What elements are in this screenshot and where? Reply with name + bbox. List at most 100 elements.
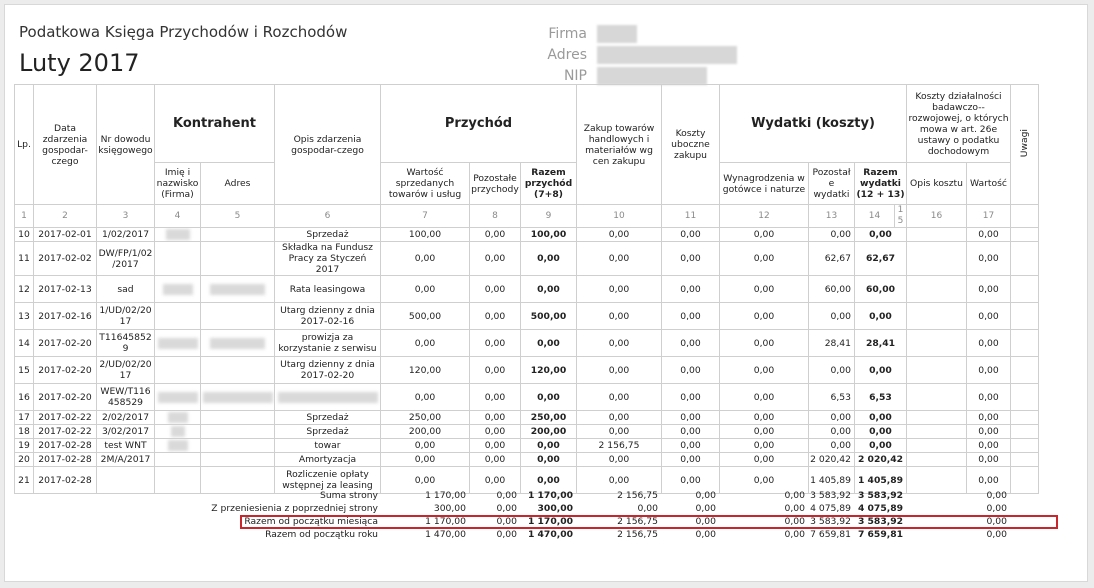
summary-rd-desc: [906, 489, 966, 502]
col-total-revenue: Razem przychód (7+8): [520, 162, 577, 205]
col-doc: Nr dowodu księgowego: [96, 84, 155, 205]
rd-desc-cell: [906, 329, 967, 357]
redacted-text: [210, 283, 265, 295]
salaries-cell: 0,00: [719, 466, 809, 494]
redacted-text: [167, 440, 188, 451]
redacted-text: [210, 337, 265, 349]
total-expenses-cell: 0,00: [854, 424, 907, 439]
rd-value-cell: 0,00: [966, 383, 1011, 411]
total-expenses-cell: 0,00: [854, 410, 907, 425]
notes-cell: [1010, 410, 1039, 425]
notes-cell: [1010, 438, 1039, 453]
summary-purchase: 2 156,75: [617, 515, 658, 527]
column-number: 1: [14, 204, 34, 228]
contractor-address-cell: [200, 227, 275, 242]
other-expenses-cell: 0,00: [808, 410, 855, 425]
column-number: 17: [966, 204, 1011, 228]
other-revenue-cell: 0,00: [469, 410, 521, 425]
total-revenue-cell: 0,00: [520, 383, 577, 411]
notes-cell: [1010, 383, 1039, 411]
column-number: 14: [854, 204, 895, 228]
total-expenses-cell: 28,41: [854, 329, 907, 357]
rd-value-cell: 0,00: [966, 241, 1011, 276]
total-revenue-cell: 120,00: [520, 356, 577, 384]
purchase-cell: 0,00: [576, 466, 662, 494]
contractor-name-cell: [154, 452, 201, 467]
date-cell: 2017-02-01: [33, 227, 97, 242]
summary-salaries: 0,00: [784, 528, 805, 540]
doc-number-cell: 1/UD/02/2017: [96, 302, 155, 330]
lp-cell: 10: [14, 227, 34, 242]
lp-cell: 17: [14, 410, 34, 425]
purchase-cell: 0,00: [576, 356, 662, 384]
contractor-name-cell: [154, 302, 201, 330]
purchase-cell: 0,00: [576, 241, 662, 276]
other-expenses-cell: 6,53: [808, 383, 855, 411]
total-revenue-cell: 0,00: [520, 329, 577, 357]
month-heading: Luty 2017: [19, 49, 140, 77]
other-expenses-cell: 0,00: [808, 356, 855, 384]
column-number: 15: [894, 204, 907, 228]
salaries-cell: 0,00: [719, 356, 809, 384]
side-costs-cell: 0,00: [661, 227, 720, 242]
salaries-cell: 0,00: [719, 410, 809, 425]
description-cell: Sprzedaż: [274, 424, 381, 439]
column-numbers-row: 1 2 3 4 5 6 7 8 9 10 11 12 13 14 15 16 17: [14, 204, 1039, 228]
col-rd-value: Wartość: [966, 162, 1011, 205]
purchase-cell: 0,00: [576, 452, 662, 467]
summary-label: Razem od początku roku: [265, 528, 378, 540]
date-cell: 2017-02-22: [33, 410, 97, 425]
redacted-text: [277, 391, 378, 403]
total-revenue-cell: 0,00: [520, 452, 577, 467]
summary-salaries: 0,00: [784, 515, 805, 527]
description-cell: Rozliczenie opłaty wstępnej za leasing: [274, 466, 381, 494]
sales-cell: 0,00: [380, 329, 470, 357]
summary-side-costs: 0,00: [695, 502, 716, 514]
total-expenses-cell: 2 020,42: [854, 452, 907, 467]
side-costs-cell: 0,00: [661, 452, 720, 467]
notes-cell: [1010, 241, 1039, 276]
salaries-cell: 0,00: [719, 275, 809, 303]
contractor-name-cell: [154, 410, 201, 425]
table-row: 21 2017-02-28 Rozliczenie opłaty wstępnej …: [14, 466, 1039, 494]
sales-cell: 0,00: [380, 383, 470, 411]
doc-number-cell: 2/UD/02/2017: [96, 356, 155, 384]
summary-other-expenses: 4 075,89: [810, 502, 851, 514]
salaries-cell: 0,00: [719, 424, 809, 439]
sales-cell: 0,00: [380, 438, 470, 453]
document-title: Podatkowa Księga Przychodów i Rozchodów: [19, 23, 348, 41]
summary-total-expenses: 4 075,89: [857, 502, 903, 514]
summary-total-revenue: 1 470,00: [527, 528, 573, 540]
contractor-address-cell: [200, 424, 275, 439]
contractor-address-cell: [200, 410, 275, 425]
sales-cell: 120,00: [380, 356, 470, 384]
summary-salaries: 0,00: [784, 502, 805, 514]
lp-cell: 11: [14, 241, 34, 276]
contractor-address-cell: [200, 241, 275, 276]
summary-side-costs: 0,00: [695, 528, 716, 540]
col-rd-desc: Opis kosztu: [906, 162, 967, 205]
col-notes-label: Uwagi: [1019, 128, 1030, 158]
lp-cell: 19: [14, 438, 34, 453]
lp-cell: 15: [14, 356, 34, 384]
summary-other-revenue: 0,00: [496, 489, 517, 501]
summary-total-expenses: 3 583,92: [857, 489, 903, 501]
doc-number-cell: test WNT: [96, 438, 155, 453]
summary-rd-desc: [906, 515, 966, 528]
other-revenue-cell: 0,00: [469, 424, 521, 439]
sales-cell: 0,00: [380, 466, 470, 494]
total-revenue-cell: 0,00: [520, 241, 577, 276]
notes-cell: [1010, 356, 1039, 384]
col-other-expenses: Pozostałe wydatki: [808, 162, 855, 205]
other-revenue-cell: 0,00: [469, 302, 521, 330]
column-number: 9: [520, 204, 577, 228]
col-purchase: Zakup towarów handlowych i materiałów wg…: [576, 84, 662, 205]
summary-other-expenses: 3 583,92: [810, 515, 851, 527]
column-number: 11: [661, 204, 720, 228]
description-cell: Utarg dzienny z dnia 2017-02-20: [274, 356, 381, 384]
side-costs-cell: 0,00: [661, 241, 720, 276]
side-costs-cell: 0,00: [661, 383, 720, 411]
summary-sales: 1 470,00: [425, 528, 466, 540]
column-number: 3: [96, 204, 155, 228]
other-revenue-cell: 0,00: [469, 356, 521, 384]
